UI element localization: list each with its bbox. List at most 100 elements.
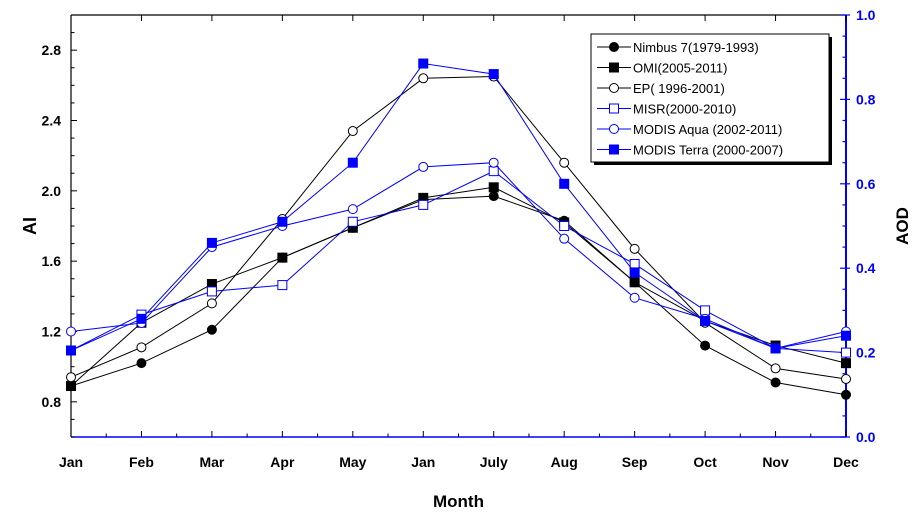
legend-item: EP( 1996-2001): [597, 81, 725, 96]
legend-label: EP( 1996-2001): [633, 81, 725, 96]
data-point: [347, 216, 358, 227]
data-point: [609, 144, 619, 155]
y-right-tick-label: 0.8: [856, 91, 876, 107]
data-point: [418, 73, 429, 84]
data-point: [347, 204, 358, 215]
data-point: [700, 315, 711, 326]
data-point: [206, 298, 217, 309]
y-right-axis: 0.0 0.2 0.4 0.6 0.8 1.0: [840, 7, 876, 445]
data-point: [770, 363, 781, 374]
data-point: [418, 58, 429, 69]
y-left-axis: 0.8 1.2 1.6 2.0 2.4 2.8: [42, 14, 77, 438]
data-point: [609, 42, 619, 52]
data-point: [488, 157, 499, 168]
data-point: [136, 358, 147, 369]
data-point: [66, 345, 76, 356]
x-tick-label: Feb: [129, 454, 154, 470]
y-right-axis-title: AOD: [893, 207, 912, 245]
y-right-tick-label: 0.0: [856, 429, 876, 445]
data-point: [206, 286, 217, 297]
series-4: [66, 157, 851, 354]
data-point: [559, 157, 570, 168]
legend-item: MODIS Terra (2000-2007): [597, 143, 783, 158]
y-right-tick-label: 1.0: [856, 7, 876, 23]
data-point: [559, 221, 570, 231]
x-tick-label: Oct: [693, 454, 717, 470]
data-point: [488, 69, 499, 80]
series-1: [66, 182, 851, 392]
data-point: [629, 267, 640, 278]
legend-item: OMI(2005-2011): [597, 61, 727, 76]
legend-item: MISR(2000-2010): [597, 102, 736, 117]
data-point: [841, 358, 851, 369]
x-tick-label: July: [480, 454, 508, 470]
data-point: [629, 277, 640, 288]
y-left-tick-label: 2.8: [42, 42, 62, 58]
legend-item: Nimbus 7(1979-1993): [597, 40, 759, 55]
legend-label: MODIS Terra (2000-2007): [633, 143, 783, 158]
series-line: [70, 76, 847, 380]
data-point: [488, 191, 499, 202]
data-point: [700, 305, 711, 316]
data-point: [206, 237, 217, 248]
x-tick-label: Jan: [411, 454, 435, 470]
legend-label: OMI(2005-2011): [633, 61, 727, 76]
data-point: [488, 166, 499, 177]
data-point: [700, 340, 711, 351]
data-point: [609, 83, 619, 93]
data-point: [347, 126, 358, 137]
series-line: [70, 195, 847, 396]
data-point: [206, 324, 217, 335]
legend-label: MODIS Aqua (2002-2011): [633, 122, 782, 137]
data-point: [277, 280, 288, 291]
data-point: [770, 377, 781, 388]
data-point: [629, 243, 640, 254]
data-point: [277, 252, 288, 263]
data-point: [841, 373, 851, 384]
legend-label: Nimbus 7(1979-1993): [633, 40, 759, 55]
y-left-tick-label: 2.4: [42, 113, 62, 129]
series-0: [66, 191, 851, 400]
data-point: [629, 258, 640, 269]
series-line: [70, 62, 847, 351]
data-point: [841, 347, 851, 358]
data-point: [347, 157, 358, 168]
data-point: [136, 313, 147, 324]
x-tick-label: Nov: [762, 454, 789, 470]
data-point: [629, 292, 640, 303]
y-right-tick-label: 0.4: [856, 260, 876, 276]
series-line: [70, 170, 847, 354]
x-tick-label: Dec: [833, 454, 859, 470]
data-point: [841, 389, 851, 400]
x-tick-label: Apr: [270, 454, 295, 470]
data-point: [66, 326, 76, 337]
y-right-tick-label: 0.6: [856, 176, 876, 192]
legend-item: MODIS Aqua (2002-2011): [597, 122, 782, 137]
data-point: [418, 199, 429, 210]
x-tick-label: Aug: [551, 454, 578, 470]
data-point: [66, 372, 76, 383]
legend-box: [590, 33, 830, 163]
data-point: [609, 124, 619, 134]
x-tick-label: May: [339, 454, 366, 470]
data-point: [136, 342, 147, 353]
data-point: [488, 182, 499, 193]
y-left-axis-title: AI: [20, 217, 40, 235]
legend-label: MISR(2000-2010): [633, 102, 736, 117]
series-line: [70, 186, 847, 387]
data-point: [609, 103, 619, 114]
x-tick-label: Jan: [59, 454, 83, 470]
y-right-tick-label: 0.2: [856, 345, 876, 361]
data-point: [770, 343, 781, 354]
y-left-tick-label: 1.2: [42, 324, 62, 340]
y-left-tick-label: 2.0: [42, 183, 62, 199]
x-tick-label: Mar: [199, 454, 224, 470]
data-point: [559, 233, 570, 244]
x-axis: Jan Feb Mar Apr May Jan July Aug Sep Oct Nov Dec: [59, 15, 859, 470]
data-point: [418, 161, 429, 172]
data-point: [66, 381, 76, 392]
data-point: [841, 330, 851, 341]
data-point: [277, 216, 288, 227]
y-left-tick-label: 0.8: [42, 394, 62, 410]
